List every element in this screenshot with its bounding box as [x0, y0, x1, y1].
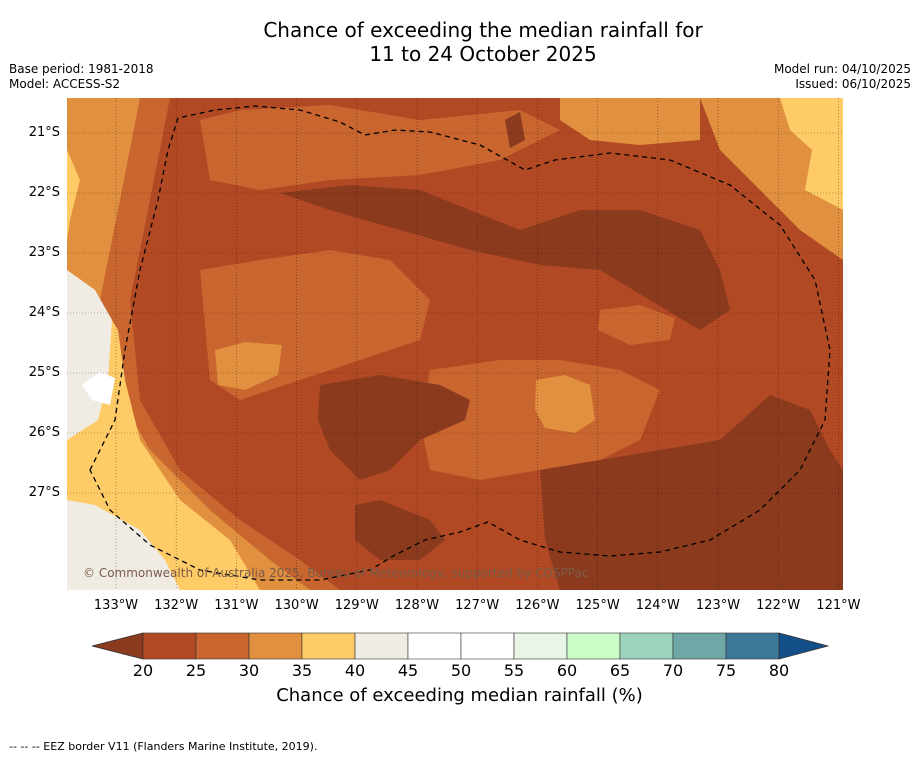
eez-footnote: -- -- -- EEZ border V11 (Flanders Marine…: [9, 740, 318, 753]
colorbar-title: Chance of exceeding median rainfall (%): [276, 685, 643, 706]
band-30-35-central: [420, 360, 660, 480]
colorbar-tick-label: 75: [715, 661, 737, 680]
band-35-40-patch-west: [215, 342, 282, 390]
colorbar-segment: [619, 632, 674, 660]
longitude-label: 121°W: [816, 598, 861, 613]
title-line-1: Chance of exceeding the median rainfall …: [263, 18, 703, 42]
colorbar-tick-label: 25: [185, 661, 207, 680]
band-40-45-northeast: [780, 98, 843, 210]
colorbar-segment: [301, 632, 356, 660]
longitude-label: 132°W: [154, 598, 199, 613]
eez-border: [89, 105, 831, 581]
colorbar-segment: [513, 632, 568, 660]
longitude-label: 123°W: [695, 598, 741, 613]
colorbar-segment: [460, 632, 515, 660]
model-run: Model run: 04/10/2025: [773, 62, 911, 76]
colorbar-tick-label: 20: [132, 661, 154, 680]
colorbar-tick-label: 30: [238, 661, 260, 680]
latitude-label: 27°S: [28, 485, 60, 500]
colorbar-over-arrow: [778, 632, 830, 660]
band-20-25-south: [355, 500, 445, 560]
colorbar-segment: [725, 632, 780, 660]
longitude-label: 129°W: [334, 598, 379, 613]
longitude-label: 128°W: [394, 598, 440, 613]
longitude-label: 130°W: [274, 598, 319, 613]
band-45-50-southwest: [67, 500, 180, 590]
colorbar-tick-label: 50: [450, 661, 472, 680]
meta-right: Model run: 04/10/2025 Issued: 06/10/2025: [774, 62, 911, 92]
chart-title: Chance of exceeding the median rainfall …: [0, 18, 919, 66]
longitude-label: 127°W: [455, 598, 500, 613]
longitude-label: 124°W: [635, 598, 680, 613]
band-30-35-north: [200, 105, 560, 190]
band-20-25-patch-north: [505, 112, 525, 148]
longitude-label: 125°W: [575, 598, 620, 613]
title-line-2: 11 to 24 October 2025: [369, 42, 597, 66]
longitude-label: 126°W: [515, 598, 560, 613]
latitude-label: 26°S: [28, 425, 60, 440]
latitude-label: 22°S: [28, 185, 60, 200]
band-20-25-north: [280, 185, 730, 330]
latitude-label: 23°S: [28, 245, 60, 260]
colorbar-segment: [248, 632, 303, 660]
colorbar-segment: [142, 632, 197, 660]
colorbar-tick-label: 65: [609, 661, 631, 680]
colorbar: [91, 632, 830, 660]
meta-left: Base period: 1981-2018 Model: ACCESS-S2: [9, 62, 154, 92]
latitude-label: 21°S: [28, 125, 60, 140]
colorbar-segment: [407, 632, 462, 660]
colorbar-tick-label: 80: [768, 661, 790, 680]
issued-date: Issued: 06/10/2025: [795, 77, 911, 91]
colorbar-tick-label: 40: [344, 661, 366, 680]
rainfall-probability-map: [67, 98, 843, 590]
colorbar-tick-label: 35: [291, 661, 313, 680]
band-30-35-patch-east: [598, 305, 675, 345]
map-grid: [67, 98, 843, 590]
band-50-55-patch: [82, 372, 115, 405]
colorbar-under-arrow: [91, 632, 144, 660]
band-20-25-central-west: [318, 375, 470, 480]
colorbar-segment: [354, 632, 409, 660]
band-20-25-southeast: [540, 395, 843, 590]
longitude-label: 122°W: [756, 598, 801, 613]
colorbar-segment: [672, 632, 727, 660]
latitude-label: 24°S: [28, 305, 60, 320]
colorbar-tick-label: 70: [662, 661, 684, 680]
colorbar-segment: [195, 632, 250, 660]
band-40-45-west-north: [67, 150, 80, 240]
colorbar-tick-label: 55: [503, 661, 525, 680]
base-period: Base period: 1981-2018: [9, 62, 154, 76]
copyright-notice: © Commonwealth of Australia 2025, Bureau…: [83, 566, 589, 580]
latitude-label: 25°S: [28, 365, 60, 380]
colorbar-tick-label: 45: [397, 661, 419, 680]
colorbar-segment: [566, 632, 621, 660]
band-35-40-patch-central: [535, 375, 595, 433]
longitude-label: 133°W: [93, 598, 139, 613]
model-name: Model: ACCESS-S2: [9, 77, 121, 91]
longitude-label: 131°W: [214, 598, 259, 613]
colorbar-tick-label: 60: [556, 661, 578, 680]
